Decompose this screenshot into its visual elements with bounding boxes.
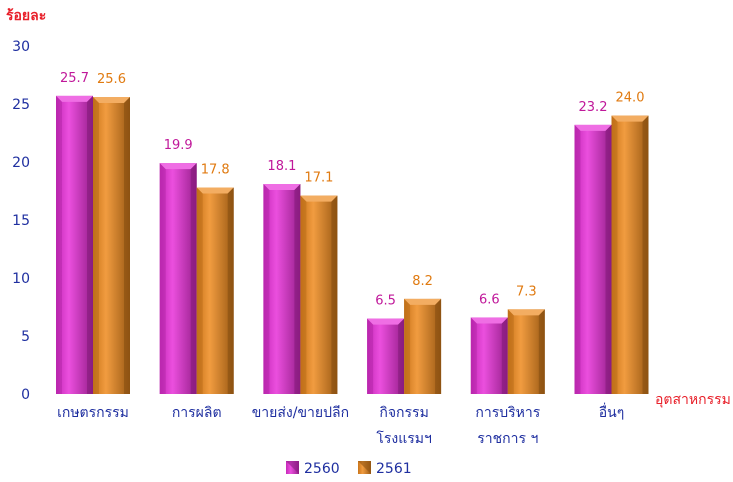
value-label-2561-5: 24.0 (616, 91, 645, 106)
chart-x-tick-labels: เกษตรกรรม การผลิต ขายส่ง/ขายปลีก กิจกรรมโรง… (57, 403, 624, 447)
bar-2560-2 (263, 184, 301, 394)
bar-2560-3 (367, 318, 405, 394)
value-label-2560-4: 6.6 (479, 292, 500, 307)
y-tick-label: 0 (21, 387, 30, 403)
value-label-2560-3: 6.5 (375, 294, 396, 309)
y-tick-label: 15 (12, 213, 30, 229)
chart-legend: 2560 2561 (286, 461, 412, 477)
value-label-2561-0: 25.6 (97, 72, 126, 87)
chart-bars (56, 95, 649, 394)
value-label-2560-0: 25.7 (60, 71, 89, 86)
bar-2560-4 (470, 317, 508, 394)
x-axis-title: อุตสาหกรรม (655, 392, 731, 408)
value-label-2561-1: 17.8 (201, 163, 230, 178)
bar-2561-4 (507, 309, 545, 394)
bar-2560-1 (159, 163, 197, 394)
bar-2560-5 (574, 124, 612, 394)
y-tick-label: 20 (12, 155, 30, 171)
bar-2561-3 (404, 298, 442, 394)
y-tick-label: 10 (12, 271, 30, 287)
legend-item-2560: 2560 (286, 461, 340, 477)
bar-2560-0 (56, 95, 93, 394)
x-tick-label: การบริหารราชการ ฯ (475, 405, 540, 447)
x-tick-label: กิจกรรมโรงแรมฯ (376, 405, 432, 447)
value-label-2561-4: 7.3 (516, 284, 537, 299)
value-label-2560-5: 23.2 (579, 100, 608, 115)
value-label-2560-1: 19.9 (164, 138, 193, 153)
y-tick-label: 25 (12, 97, 30, 113)
bar-2561-1 (196, 187, 234, 394)
y-axis-title: ร้อยละ (6, 8, 46, 24)
value-label-2561-3: 8.2 (412, 274, 433, 289)
value-label-2561-2: 17.1 (304, 171, 333, 186)
value-label-2560-2: 18.1 (267, 159, 296, 174)
y-tick-label: 5 (21, 329, 30, 345)
x-tick-label: ขายส่ง/ขายปลีก (252, 405, 349, 421)
x-tick-label: อื่นๆ (599, 403, 625, 421)
x-tick-label: เกษตรกรรม (57, 405, 129, 421)
x-tick-label: การผลิต (172, 405, 222, 421)
chart-value-labels: 25.7 19.9 18.1 6.5 6.6 23.2 25.6 17.8 17.1 8.2 7.3… (60, 71, 644, 309)
bar-2561-2 (300, 195, 338, 394)
y-tick-label: 30 (12, 39, 30, 55)
bar-2561-0 (93, 97, 130, 394)
legend-label: 2561 (376, 461, 412, 477)
legend-item-2561: 2561 (358, 461, 412, 477)
legend-label: 2560 (304, 461, 340, 477)
bar-2561-5 (611, 115, 649, 394)
